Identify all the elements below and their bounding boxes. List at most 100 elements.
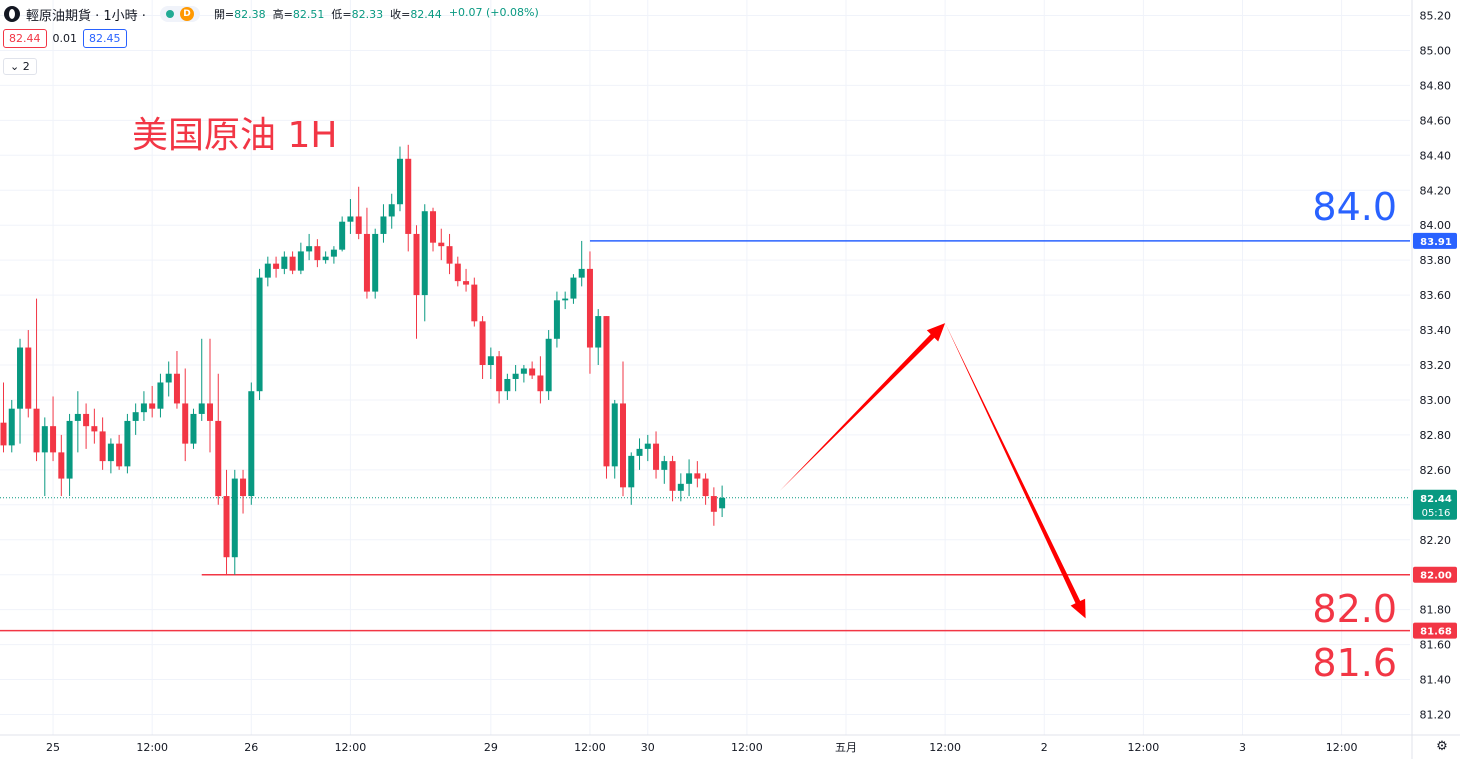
candle-body[interactable] [463,281,470,285]
candle-body[interactable] [628,455,635,488]
candle-body[interactable] [620,403,626,488]
candle-body[interactable] [58,452,65,479]
candle-body[interactable] [487,356,494,365]
candle-body[interactable] [388,204,395,217]
candle-body[interactable] [562,298,569,301]
candle-body[interactable] [8,408,15,446]
candle-body[interactable] [520,368,527,374]
candle-body[interactable] [504,378,511,392]
candle-body[interactable] [586,268,593,348]
y-tick-label: 85.20 [1420,10,1452,23]
indicators-collapse-button[interactable]: ⌄ 2 [3,58,37,75]
candle-body[interactable] [595,316,602,348]
candle-body[interactable] [677,483,684,491]
candle-body[interactable] [281,256,288,269]
candle-body[interactable] [686,473,693,484]
x-tick-label: 12:00 [136,741,168,754]
candle-body[interactable] [413,233,420,296]
candle-body[interactable] [529,368,536,376]
candle-body[interactable] [570,277,577,299]
candle-body[interactable] [545,338,552,392]
candle-body[interactable] [74,413,81,421]
candle-body[interactable] [636,448,643,456]
candle-body[interactable] [306,246,313,252]
candle-body[interactable] [149,403,156,409]
candle-body[interactable] [157,382,164,409]
candle-body[interactable] [223,496,230,558]
candle-body[interactable] [207,403,213,421]
candle-body[interactable] [231,478,238,558]
candle-body[interactable] [273,263,280,269]
candle-body[interactable] [17,347,24,409]
candle-body[interactable] [140,403,147,413]
candle-body[interactable] [240,478,247,497]
candle-body[interactable] [363,233,370,292]
candle-body[interactable] [694,473,701,479]
candle-body[interactable] [438,242,445,247]
candle-body[interactable] [372,233,379,292]
candle-body[interactable] [347,216,354,222]
candle-body[interactable] [661,461,668,470]
candle-body[interactable] [66,420,73,479]
candle-body[interactable] [479,321,486,365]
candle-body[interactable] [710,496,717,512]
candle-body[interactable] [215,420,222,497]
candle-body[interactable] [471,284,478,322]
candle-body[interactable] [644,443,651,449]
y-tick-label: 84.00 [1420,219,1452,232]
candle-body[interactable] [314,246,321,261]
candle-body[interactable] [124,420,131,467]
candle-body[interactable] [669,461,676,491]
candle-body[interactable] [355,216,362,234]
market-status[interactable]: D [159,6,200,22]
candle-body[interactable] [182,403,189,444]
candle-body[interactable] [446,246,453,264]
candle-body[interactable] [198,403,205,414]
candle-body[interactable] [289,256,296,271]
candle-body[interactable] [25,347,32,409]
candle-body[interactable] [405,158,412,234]
candle-body[interactable] [107,443,114,462]
symbol-title[interactable]: 輕原油期貨 · 1小時 · [26,8,146,24]
projection-arrow-up[interactable] [779,323,946,491]
candle-body[interactable] [256,277,263,392]
candle-body[interactable] [33,408,40,453]
candle-body[interactable] [396,158,403,205]
buy-price-button[interactable]: 82.45 [83,29,127,48]
candle-body[interactable] [430,211,437,243]
candle-body[interactable] [50,426,57,453]
candle-body[interactable] [116,443,123,467]
candle-body[interactable] [553,300,560,339]
candle-body[interactable] [330,249,337,257]
candle-body[interactable] [190,413,197,444]
candle-body[interactable] [496,356,503,392]
candle-body[interactable] [702,478,709,497]
candle-body[interactable] [165,373,172,383]
candle-body[interactable] [421,211,428,296]
candle-body[interactable] [91,426,98,432]
candle-body[interactable] [41,426,48,453]
candle-body[interactable] [173,373,180,404]
candle-body[interactable] [719,497,726,509]
candle-body[interactable] [380,216,387,234]
candle-body[interactable] [454,263,461,282]
candle-body[interactable] [653,443,660,470]
candle-body[interactable] [603,316,610,467]
candle-body[interactable] [339,221,346,250]
candle-body[interactable] [611,403,618,467]
candle-body[interactable] [264,263,271,278]
candle-body[interactable] [99,431,106,462]
chart-settings-gear-icon[interactable]: ⚙ [1436,739,1448,754]
projection-arrow-down[interactable] [945,323,1086,619]
candle-body[interactable] [512,373,519,379]
candle-body[interactable] [578,268,585,278]
candle-body[interactable] [322,256,329,261]
sell-price-button[interactable]: 82.44 [3,29,47,48]
candle-body[interactable] [297,251,304,271]
candle-body[interactable] [248,391,255,497]
candle-body[interactable] [132,412,139,421]
candle-body[interactable] [83,413,90,427]
candle-body[interactable] [537,375,544,392]
candle-body[interactable] [0,422,7,446]
